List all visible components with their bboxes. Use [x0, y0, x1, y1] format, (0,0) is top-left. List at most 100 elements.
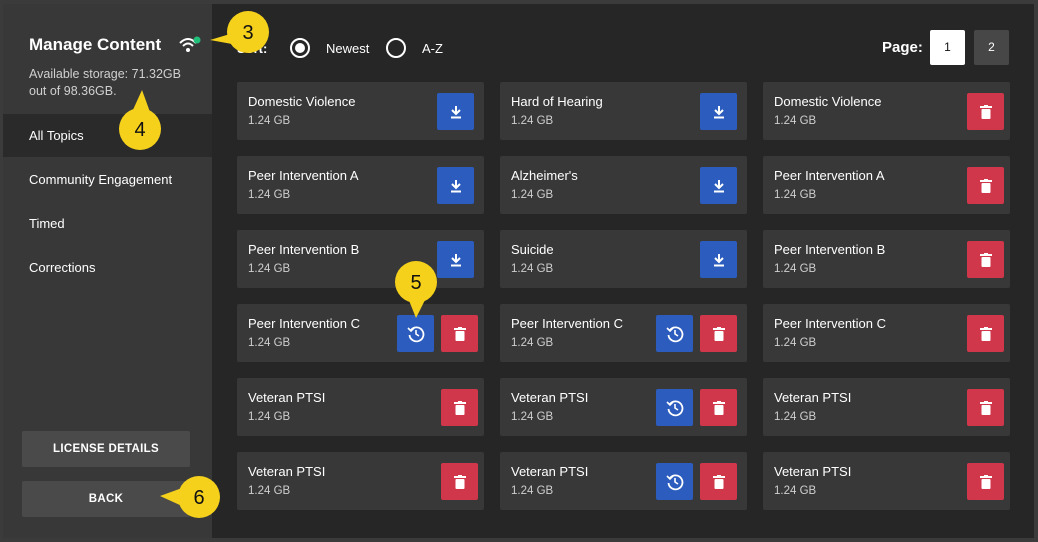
delete-button[interactable] [967, 93, 1004, 130]
content-card: Domestic Violence 1.24 GB [763, 82, 1010, 140]
card-title: Hard of Hearing [511, 94, 603, 109]
content-card: Peer Intervention C 1.24 GB [500, 304, 747, 362]
icon-path [455, 478, 464, 489]
download-icon [450, 105, 461, 118]
card-size: 1.24 GB [511, 337, 554, 349]
card-title: Domestic Violence [248, 94, 356, 109]
callout-circle [119, 108, 161, 150]
trash-icon [712, 326, 725, 341]
sort-option[interactable]: A-Z [422, 41, 443, 56]
download-icon [713, 105, 724, 118]
trash-icon [979, 326, 992, 341]
nav-item[interactable]: Timed [29, 216, 65, 231]
history-icon [665, 473, 683, 490]
delete-button[interactable] [967, 167, 1004, 204]
page-button[interactable]: 1 [930, 30, 965, 65]
card-size: 1.24 GB [248, 337, 291, 349]
card-size: 1.24 GB [248, 115, 291, 127]
nav-item[interactable]: Community Engagement [29, 172, 173, 187]
callout-pointer [160, 488, 182, 506]
content-card: Peer Intervention B 1.24 GB [763, 230, 1010, 288]
nav-item[interactable]: Corrections [29, 260, 96, 275]
icon-path [981, 108, 990, 119]
wifi-arc [182, 42, 194, 47]
radio[interactable] [386, 38, 406, 58]
callout-circle [227, 11, 269, 53]
license-button[interactable]: LICENSE DETAILS [22, 431, 190, 467]
content-card: Suicide 1.24 GB [500, 230, 747, 288]
callout-number: 6 [193, 487, 204, 509]
trash-icon [712, 400, 725, 415]
content-card: Hard of Hearing 1.24 GB [500, 82, 747, 140]
history-icon [406, 325, 424, 342]
callout-pointer [408, 298, 426, 318]
card-size: 1.24 GB [774, 485, 817, 497]
icon-path [983, 326, 988, 329]
callout: 5 [395, 261, 437, 318]
download-icon [713, 179, 724, 192]
download-button[interactable] [700, 241, 737, 278]
trash-icon [979, 178, 992, 193]
radio-selected[interactable] [290, 38, 310, 58]
card-size: 1.24 GB [774, 115, 817, 127]
icon-path [714, 404, 723, 415]
download-icon [450, 253, 461, 266]
callout: 6 [160, 476, 220, 518]
card-title: Peer Intervention B [774, 242, 886, 257]
download-button[interactable] [700, 167, 737, 204]
history-button[interactable] [656, 315, 693, 352]
icon-path [414, 329, 419, 337]
callout-pointer [210, 34, 232, 44]
icon-path [713, 105, 724, 118]
delete-button[interactable] [700, 315, 737, 352]
wifi-icon [179, 36, 201, 52]
icon-path [667, 473, 683, 490]
download-button[interactable] [437, 241, 474, 278]
card-title: Suicide [511, 242, 554, 257]
icon-path [983, 400, 988, 403]
trash-icon [979, 104, 992, 119]
icon-path [981, 182, 990, 193]
content-card: Veteran PTSI 1.24 GB [500, 452, 747, 510]
delete-button[interactable] [700, 463, 737, 500]
status-dot [193, 36, 201, 44]
delete-button[interactable] [967, 389, 1004, 426]
download-button[interactable] [437, 167, 474, 204]
callout-number: 5 [410, 272, 421, 294]
icon-path [673, 403, 678, 411]
icon-path [450, 179, 461, 192]
icon-path [983, 104, 988, 107]
callout-number: 4 [134, 119, 145, 141]
delete-button[interactable] [441, 463, 478, 500]
history-button[interactable] [656, 389, 693, 426]
back-button[interactable]: BACK [22, 481, 190, 517]
delete-button[interactable] [967, 315, 1004, 352]
delete-button[interactable] [967, 241, 1004, 278]
download-button[interactable] [700, 93, 737, 130]
icon-path [713, 179, 724, 192]
card-title: Veteran PTSI [774, 390, 852, 405]
icon-path [665, 474, 674, 480]
delete-button[interactable] [441, 389, 478, 426]
icon-path [673, 477, 678, 485]
card-title: Peer Intervention A [248, 168, 359, 183]
delete-button[interactable] [441, 315, 478, 352]
content-card: Peer Intervention A 1.24 GB [763, 156, 1010, 214]
sort-option[interactable]: Newest [326, 41, 370, 56]
icon-path [981, 478, 990, 489]
icon-path [716, 400, 721, 403]
trash-icon [712, 474, 725, 489]
nav-item[interactable]: All Topics [3, 114, 212, 157]
history-button[interactable] [397, 315, 434, 352]
delete-button[interactable] [700, 389, 737, 426]
download-button[interactable] [437, 93, 474, 130]
icon-path [665, 400, 674, 406]
delete-button[interactable] [967, 463, 1004, 500]
callout-number: 3 [242, 22, 253, 44]
icon-path [457, 326, 462, 329]
page-button[interactable]: 2 [974, 30, 1009, 65]
icon-path [457, 400, 462, 403]
history-button[interactable] [656, 463, 693, 500]
